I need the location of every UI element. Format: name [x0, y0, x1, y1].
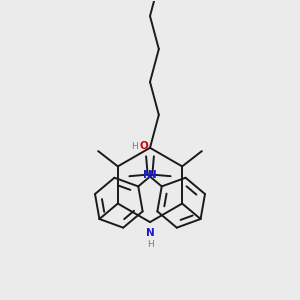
Text: N: N: [143, 169, 152, 180]
Text: H: H: [131, 142, 138, 151]
Text: H: H: [147, 240, 153, 249]
Text: O: O: [139, 141, 148, 151]
Text: N: N: [148, 169, 157, 180]
Text: N: N: [146, 228, 154, 238]
